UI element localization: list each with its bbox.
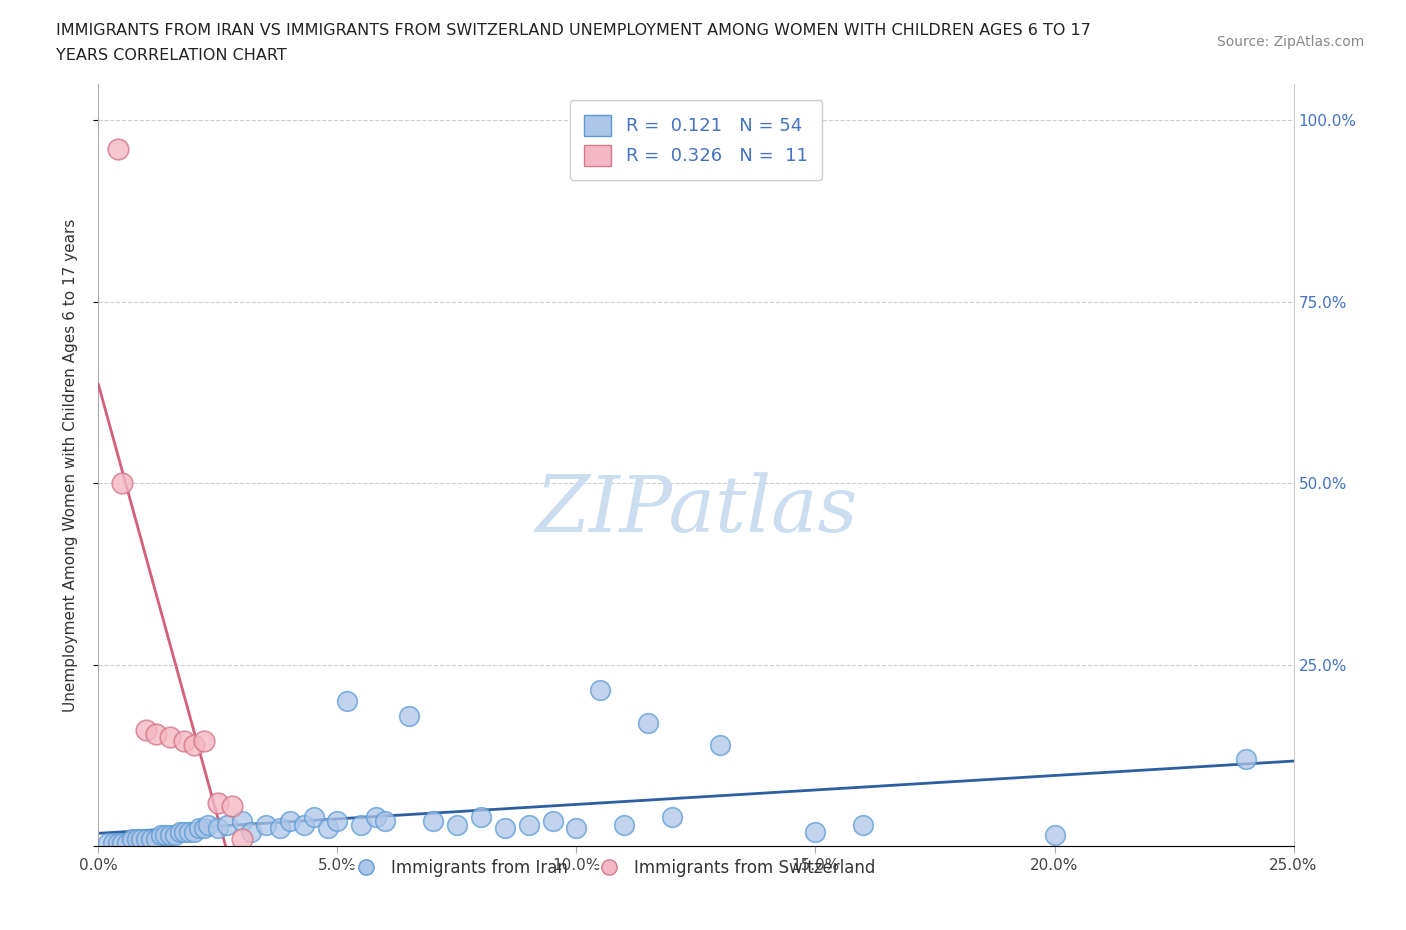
Point [494, 820, 516, 835]
Point [197, 817, 219, 832]
Point [240, 824, 263, 839]
Point [183, 737, 205, 752]
Point [221, 799, 243, 814]
Point [398, 708, 420, 723]
Point [231, 814, 253, 829]
Y-axis label: Unemployment Among Women with Children Ages 6 to 17 years: Unemployment Among Women with Children A… [63, 219, 77, 711]
Point [217, 817, 239, 832]
Point [292, 817, 315, 832]
Point [163, 828, 186, 843]
Point [852, 817, 875, 832]
Point [183, 824, 205, 839]
Point [207, 820, 229, 835]
Point [121, 831, 143, 846]
Point [336, 694, 359, 709]
Point [661, 810, 683, 825]
Point [207, 795, 229, 810]
Point [254, 817, 277, 832]
Point [374, 814, 396, 829]
Legend: Immigrants from Iran, Immigrants from Switzerland: Immigrants from Iran, Immigrants from Sw… [342, 853, 883, 884]
Point [115, 835, 138, 850]
Point [364, 810, 387, 825]
Point [111, 835, 134, 850]
Point [637, 715, 659, 730]
Point [278, 814, 301, 829]
Point [159, 828, 181, 843]
Point [145, 726, 167, 741]
Point [269, 820, 291, 835]
Point [1234, 751, 1257, 766]
Point [193, 734, 215, 749]
Point [131, 831, 153, 846]
Point [169, 824, 191, 839]
Point [193, 820, 215, 835]
Point [326, 814, 349, 829]
Point [155, 828, 177, 843]
Point [422, 814, 444, 829]
Point [135, 723, 157, 737]
Text: ZIPatlas: ZIPatlas [534, 472, 858, 549]
Point [179, 824, 201, 839]
Text: Source: ZipAtlas.com: Source: ZipAtlas.com [1216, 35, 1364, 49]
Point [125, 831, 148, 846]
Point [107, 835, 129, 850]
Point [145, 831, 167, 846]
Point [231, 831, 253, 846]
Text: YEARS CORRELATION CHART: YEARS CORRELATION CHART [56, 48, 287, 63]
Point [613, 817, 636, 832]
Point [159, 730, 181, 745]
Point [97, 835, 120, 850]
Point [101, 835, 124, 850]
Point [565, 820, 588, 835]
Point [107, 141, 129, 156]
Point [517, 817, 540, 832]
Point [446, 817, 468, 832]
Point [173, 734, 195, 749]
Point [1043, 828, 1066, 843]
Text: IMMIGRANTS FROM IRAN VS IMMIGRANTS FROM SWITZERLAND UNEMPLOYMENT AMONG WOMEN WIT: IMMIGRANTS FROM IRAN VS IMMIGRANTS FROM … [56, 23, 1091, 38]
Point [135, 831, 157, 846]
Point [470, 810, 492, 825]
Point [302, 810, 325, 825]
Point [541, 814, 564, 829]
Point [804, 824, 827, 839]
Point [316, 820, 339, 835]
Point [709, 737, 731, 752]
Point [589, 683, 612, 698]
Point [139, 831, 162, 846]
Point [350, 817, 373, 832]
Point [187, 820, 209, 835]
Point [111, 476, 134, 491]
Point [173, 824, 195, 839]
Point [149, 828, 172, 843]
